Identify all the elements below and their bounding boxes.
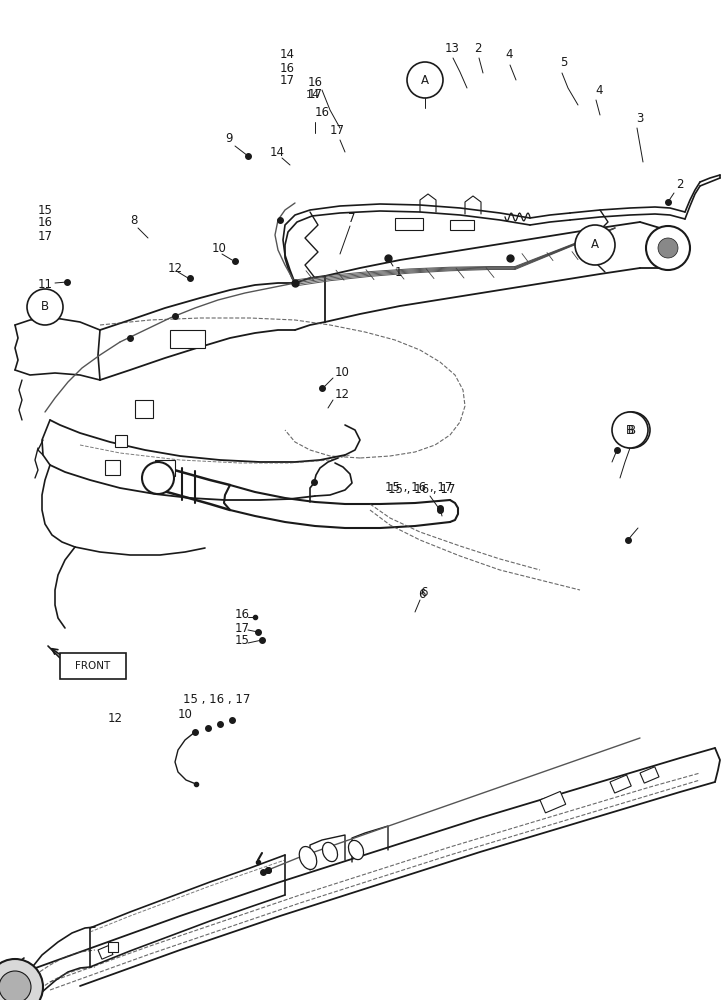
Bar — [610, 775, 631, 793]
Text: 17: 17 — [38, 230, 53, 242]
Text: 4: 4 — [505, 48, 513, 62]
Circle shape — [27, 289, 63, 325]
Bar — [135, 400, 153, 418]
Text: 16: 16 — [235, 608, 250, 621]
Text: 15: 15 — [235, 635, 250, 648]
Bar — [105, 460, 120, 475]
FancyBboxPatch shape — [60, 653, 126, 679]
Text: 14: 14 — [280, 48, 295, 62]
Text: 12: 12 — [168, 261, 183, 274]
Bar — [170, 330, 205, 348]
Text: A: A — [591, 238, 599, 251]
Circle shape — [614, 412, 650, 448]
Bar — [395, 218, 423, 230]
Text: 5: 5 — [560, 56, 568, 70]
Text: 14: 14 — [306, 90, 320, 100]
Text: B: B — [626, 424, 634, 436]
Text: 17: 17 — [308, 89, 323, 102]
Bar — [115, 435, 127, 447]
Text: 17: 17 — [280, 75, 295, 88]
Text: 12: 12 — [108, 712, 123, 724]
Circle shape — [0, 971, 31, 1000]
Text: 2: 2 — [474, 41, 481, 54]
Text: 6: 6 — [418, 588, 426, 601]
Bar — [450, 220, 474, 230]
Text: 15 , 16 , 17: 15 , 16 , 17 — [388, 484, 455, 496]
Bar — [640, 767, 659, 783]
Text: 17: 17 — [235, 621, 250, 635]
Text: 17: 17 — [330, 123, 345, 136]
Text: A: A — [421, 74, 429, 87]
Text: 13: 13 — [445, 41, 460, 54]
Circle shape — [575, 225, 615, 265]
Circle shape — [142, 462, 174, 494]
Ellipse shape — [348, 840, 363, 860]
Ellipse shape — [299, 847, 316, 869]
Text: 3: 3 — [636, 111, 644, 124]
Bar — [155, 460, 175, 476]
Circle shape — [658, 238, 678, 258]
Text: 16: 16 — [315, 105, 330, 118]
Text: 10: 10 — [178, 708, 193, 720]
Text: 16: 16 — [38, 217, 53, 230]
Text: 12: 12 — [335, 388, 350, 401]
Text: 16: 16 — [280, 62, 295, 75]
Text: B: B — [41, 300, 49, 314]
Ellipse shape — [322, 842, 337, 862]
Circle shape — [0, 959, 43, 1000]
Text: B: B — [628, 424, 636, 436]
Bar — [108, 942, 118, 952]
Text: 8: 8 — [130, 214, 138, 227]
Circle shape — [646, 226, 690, 270]
Text: 4: 4 — [595, 84, 602, 97]
Bar — [98, 945, 113, 959]
Text: 10: 10 — [212, 241, 227, 254]
Text: 1: 1 — [395, 265, 403, 278]
Text: 16: 16 — [308, 76, 323, 89]
Circle shape — [407, 62, 443, 98]
Text: FRONT: FRONT — [75, 661, 111, 671]
Text: 11: 11 — [38, 278, 53, 292]
Text: 7: 7 — [348, 212, 355, 225]
Text: 2: 2 — [676, 178, 683, 192]
Text: 15 , 16 , 17: 15 , 16 , 17 — [385, 482, 452, 494]
Text: 14: 14 — [270, 145, 285, 158]
Bar — [540, 791, 565, 813]
Text: 6: 6 — [420, 585, 427, 598]
Text: 15 , 16 , 17: 15 , 16 , 17 — [183, 694, 251, 706]
Text: 15: 15 — [38, 204, 53, 217]
Text: 9: 9 — [225, 131, 232, 144]
Text: 10: 10 — [335, 365, 350, 378]
Circle shape — [612, 412, 648, 448]
